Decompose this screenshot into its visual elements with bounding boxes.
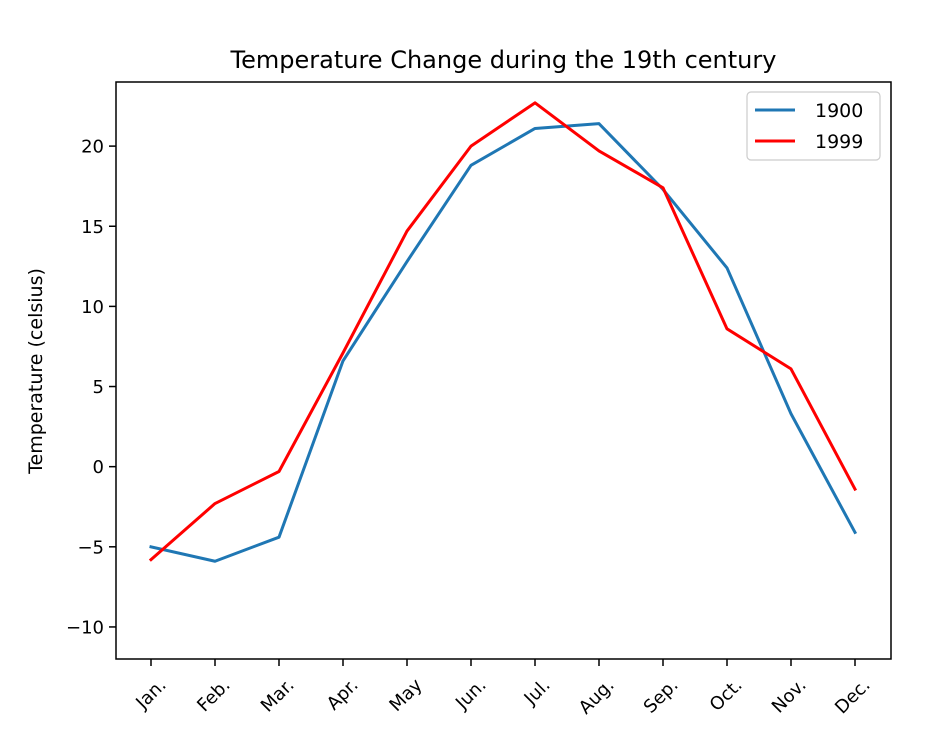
plot-frame — [115, 81, 892, 660]
y-tick-label: −10 — [66, 617, 104, 638]
legend-label-1999: 1999 — [815, 131, 863, 153]
y-tick-label: 10 — [81, 297, 104, 318]
series-line-1999 — [148, 101, 858, 562]
legend-label-1900: 1900 — [815, 100, 863, 122]
chart-title: Temperature Change during the 19th centu… — [230, 46, 777, 74]
plot-area — [148, 101, 858, 563]
y-axis-label: Temperature (celsius) — [25, 268, 47, 475]
y-tick-label: 0 — [93, 457, 104, 478]
y-tick-label: 5 — [93, 377, 104, 398]
y-tick-label: 20 — [81, 137, 104, 158]
y-tick-label: −5 — [77, 537, 104, 558]
legend: 1900 1999 — [746, 91, 881, 161]
series-line-1900 — [149, 122, 858, 563]
y-tick-label: 15 — [81, 217, 104, 238]
